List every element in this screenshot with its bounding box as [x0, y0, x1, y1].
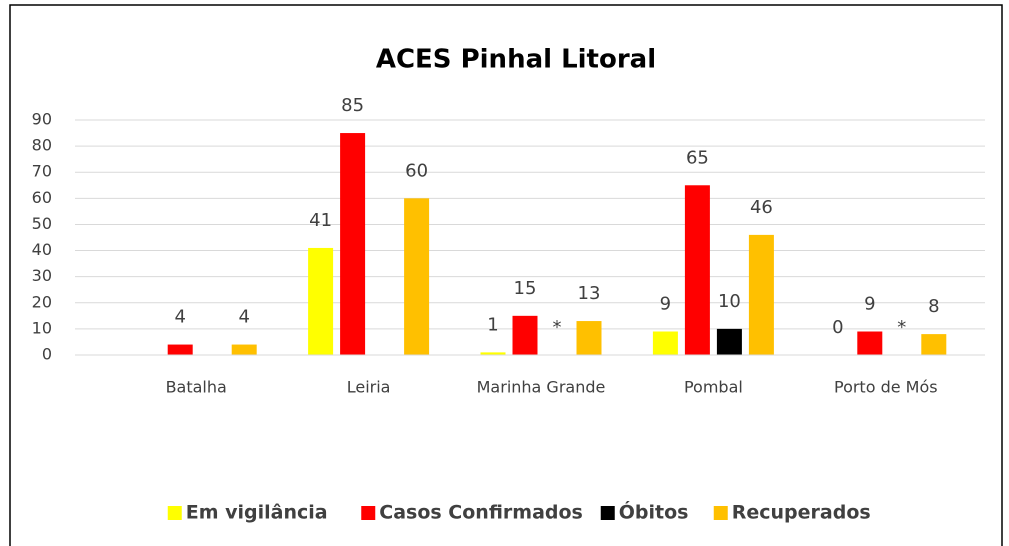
- legend-swatch: [600, 506, 615, 520]
- data-label: 9: [660, 294, 671, 315]
- data-label: 13: [578, 283, 601, 304]
- legend-swatch: [167, 506, 182, 520]
- y-tick-label: 80: [32, 136, 52, 155]
- y-tick-label: 30: [32, 266, 52, 285]
- bar: [231, 344, 257, 355]
- legend-label: Óbitos: [619, 500, 689, 524]
- y-tick-label: 10: [32, 318, 52, 337]
- data-label: 0: [832, 317, 843, 338]
- x-tick-label: Batalha: [166, 378, 227, 397]
- bar: [576, 321, 602, 355]
- legend-label: Casos Confirmados: [379, 502, 583, 524]
- data-label: 10: [718, 291, 741, 312]
- y-tick-label: 70: [32, 162, 52, 181]
- y-tick-label: 60: [32, 188, 52, 207]
- bar: [480, 352, 506, 355]
- x-tick-label: Leiria: [347, 378, 391, 397]
- y-tick-label: 20: [32, 292, 52, 311]
- bar: [512, 315, 538, 355]
- legend-label: Recuperados: [732, 502, 871, 524]
- y-tick-label: 50: [32, 214, 52, 233]
- y-tick-label: 0: [42, 345, 52, 364]
- data-label: 4: [238, 307, 249, 328]
- legend-label: Em vigilância: [186, 502, 328, 524]
- bar: [652, 331, 678, 355]
- bar: [921, 334, 947, 355]
- data-label: 4: [174, 307, 185, 328]
- bar: [167, 344, 193, 355]
- data-label: 9: [864, 294, 875, 315]
- bar: [748, 234, 774, 355]
- bar: [857, 331, 883, 355]
- bar: [684, 185, 710, 355]
- bar: [404, 198, 430, 355]
- data-label: 60: [405, 160, 428, 181]
- data-label: 65: [686, 147, 709, 168]
- x-tick-label: Pombal: [684, 378, 743, 397]
- x-tick-label: Marinha Grande: [477, 378, 606, 397]
- legend-swatch: [361, 506, 376, 520]
- bar: [308, 247, 334, 355]
- chart-border: [9, 4, 1003, 546]
- data-label: 15: [514, 278, 537, 299]
- chart-title: ACES Pinhal Litoral: [376, 45, 656, 75]
- x-tick-label: Porto de Mós: [834, 378, 938, 397]
- data-label: *: [553, 317, 562, 338]
- data-label: 85: [341, 95, 364, 116]
- y-tick-label: 40: [32, 240, 52, 259]
- y-tick-label: 90: [32, 110, 52, 129]
- data-label: *: [897, 317, 906, 338]
- data-label: 1: [487, 314, 498, 335]
- bar: [716, 328, 742, 355]
- data-label: 46: [750, 197, 773, 218]
- data-label: 41: [309, 210, 332, 231]
- data-label: 8: [928, 296, 939, 317]
- legend-swatch: [713, 506, 728, 520]
- bar: [340, 133, 366, 355]
